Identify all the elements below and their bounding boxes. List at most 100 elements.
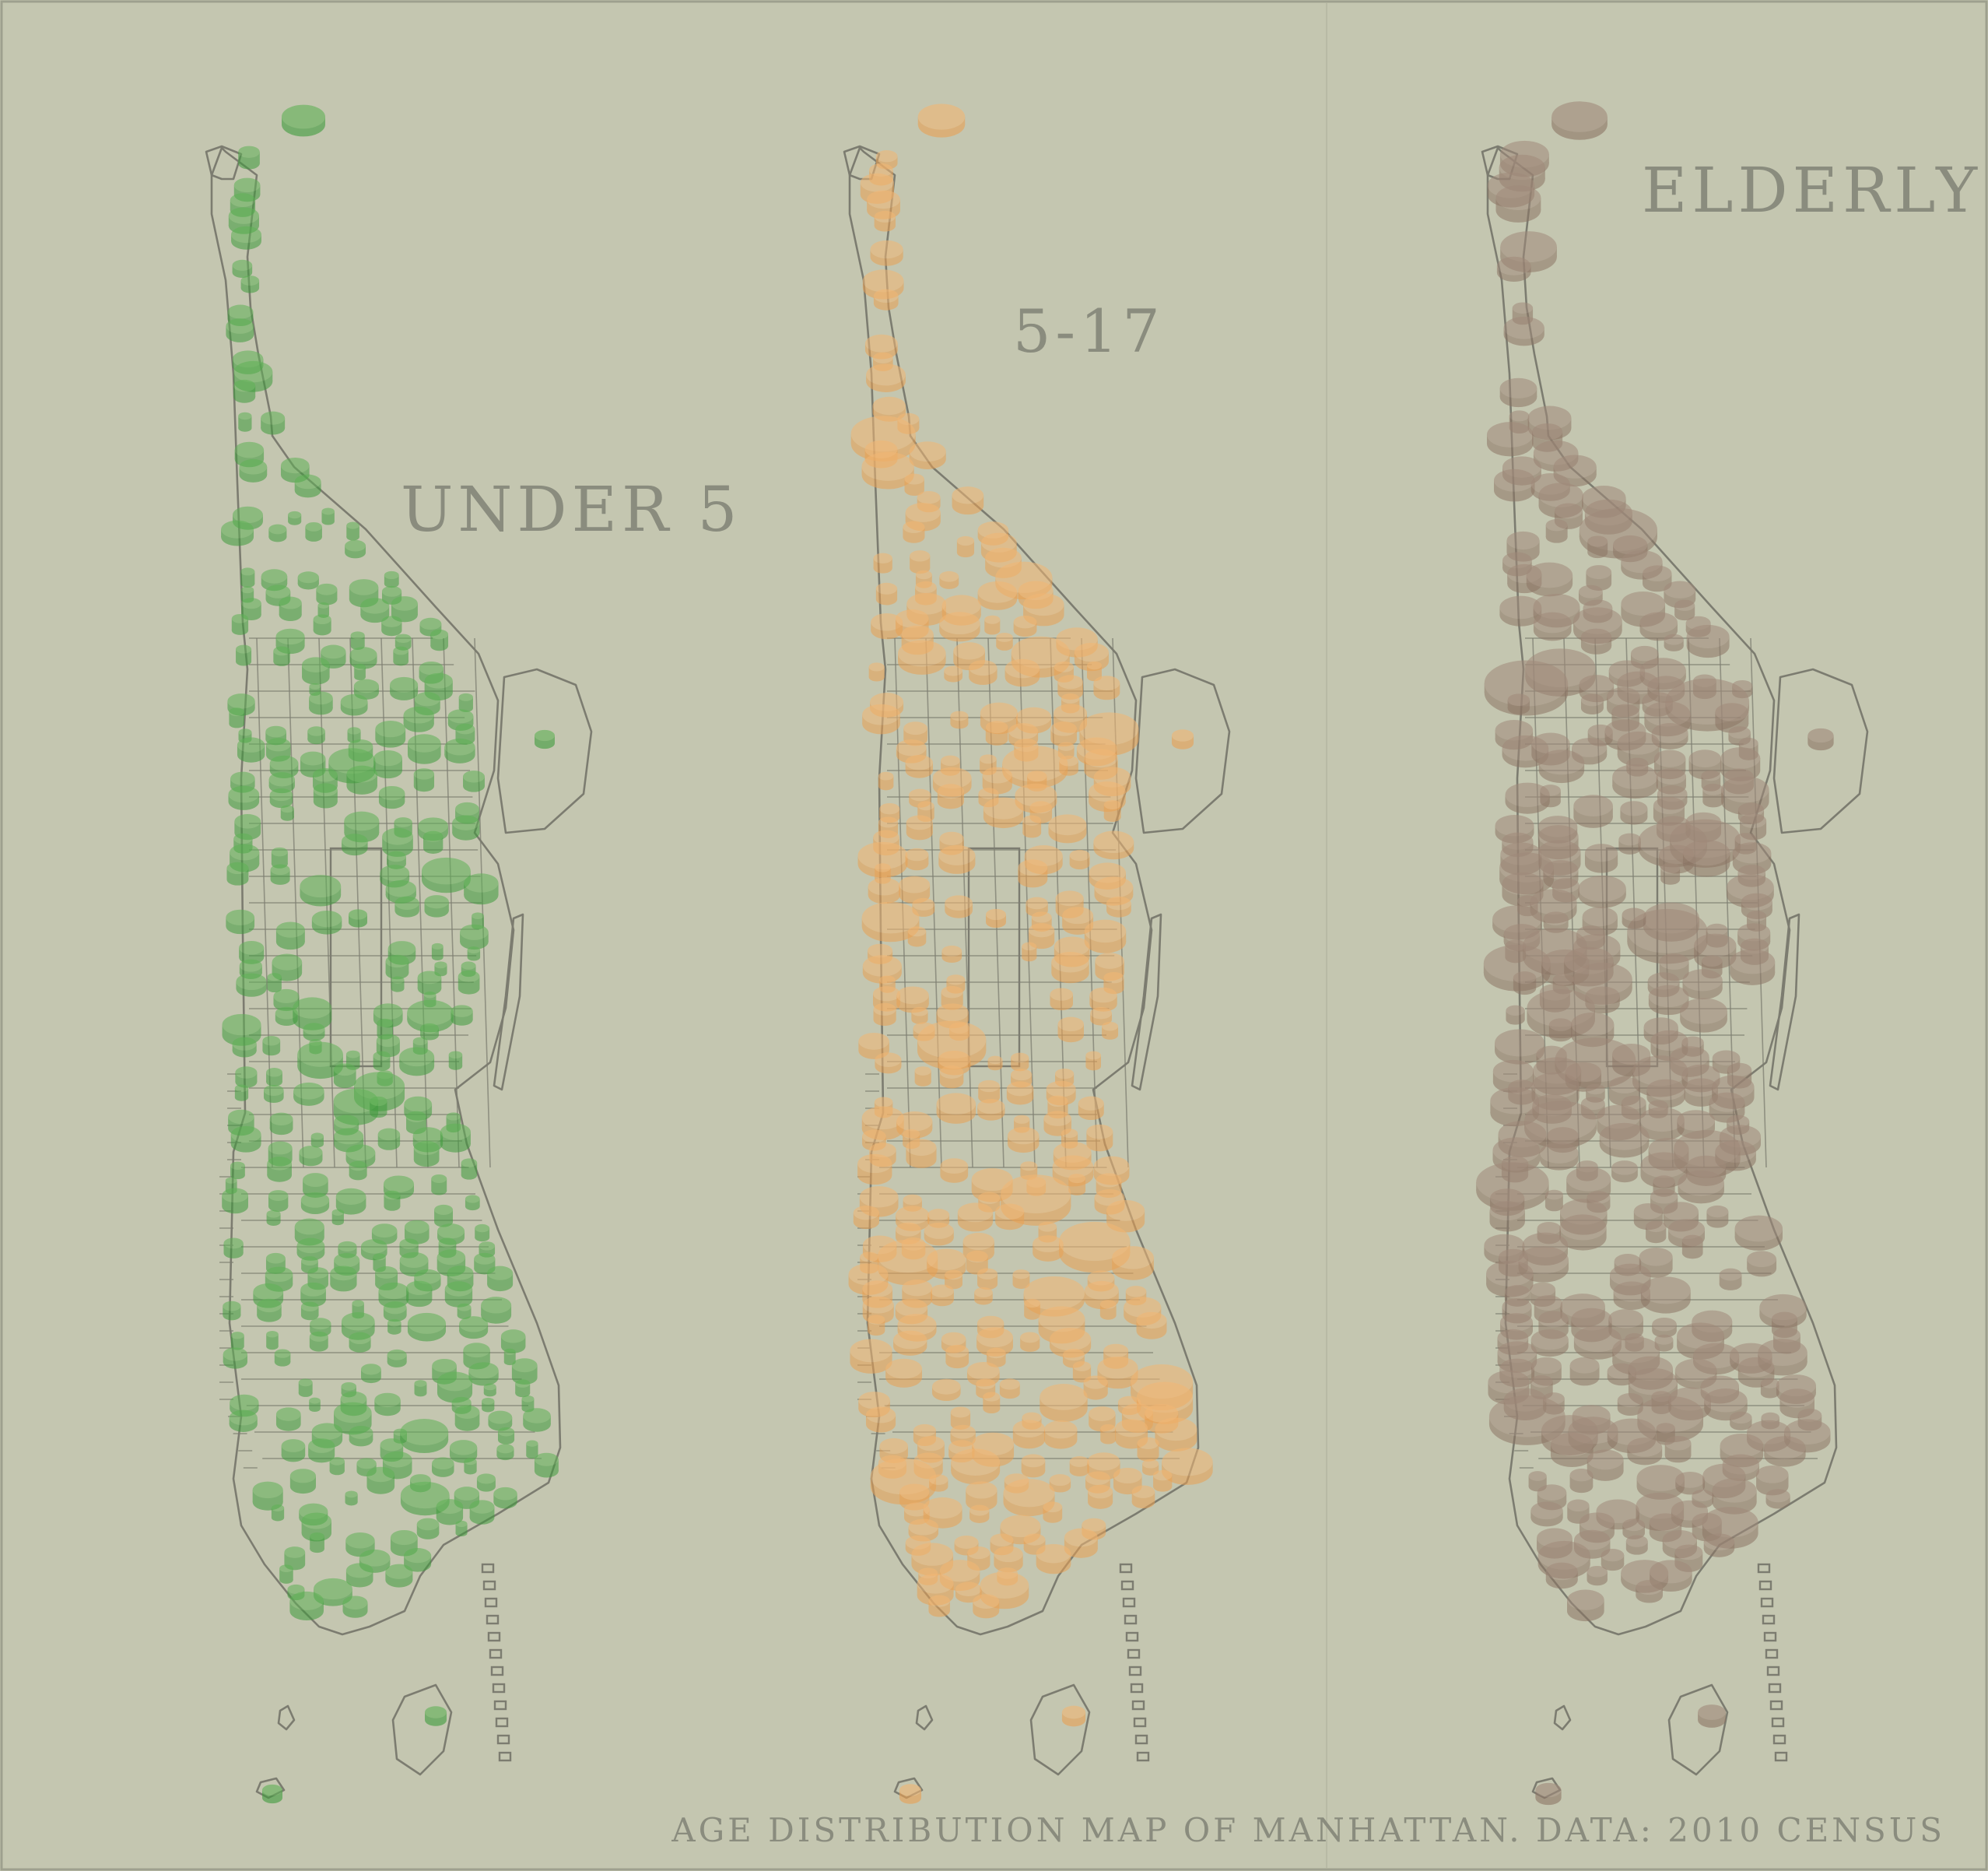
population-marker	[1112, 1246, 1154, 1280]
population-marker	[226, 862, 249, 886]
population-marker	[1171, 729, 1194, 749]
population-marker	[376, 1034, 400, 1058]
population-marker	[896, 739, 927, 763]
population-marker	[464, 873, 499, 905]
population-marker	[404, 1220, 430, 1244]
population-marker	[875, 1052, 902, 1074]
population-marker	[987, 1055, 1003, 1071]
population-marker	[1069, 1456, 1089, 1476]
population-marker	[1021, 1454, 1046, 1478]
population-marker	[406, 1280, 433, 1308]
population-marker	[448, 1051, 463, 1070]
population-marker	[931, 1284, 954, 1307]
population-marker	[354, 663, 366, 681]
population-marker	[910, 550, 931, 574]
population-marker	[307, 726, 325, 745]
population-marker	[270, 864, 290, 885]
population-marker	[238, 412, 252, 432]
population-marker	[1664, 634, 1684, 651]
population-marker	[893, 1330, 927, 1356]
population-marker	[511, 1358, 538, 1385]
population-marker	[279, 596, 302, 621]
population-marker	[1083, 1375, 1108, 1400]
population-marker	[1682, 840, 1730, 877]
population-marker	[231, 226, 261, 250]
population-marker	[1682, 969, 1723, 1000]
population-marker	[279, 1564, 293, 1584]
population-marker	[1153, 1469, 1173, 1492]
population-marker	[938, 844, 976, 874]
population-marker	[378, 785, 405, 809]
population-marker	[1550, 1432, 1594, 1468]
population-marker	[407, 999, 454, 1033]
population-marker	[266, 1209, 281, 1226]
population-marker	[1636, 1465, 1685, 1500]
population-marker	[1544, 1189, 1563, 1212]
population-marker	[953, 642, 985, 671]
population-marker	[1765, 1489, 1790, 1509]
population-marker	[329, 1457, 345, 1476]
population-marker	[437, 1371, 473, 1403]
population-marker	[945, 895, 973, 918]
population-marker	[273, 646, 290, 666]
population-marker	[917, 1573, 954, 1606]
population-marker	[346, 521, 359, 541]
population-marker	[1530, 1329, 1569, 1357]
population-marker	[299, 1146, 323, 1167]
population-marker	[226, 318, 254, 342]
population-marker	[289, 1469, 316, 1494]
population-marker	[1540, 785, 1561, 808]
population-marker	[1102, 1021, 1119, 1040]
population-marker	[1620, 801, 1648, 825]
population-marker	[1489, 1201, 1525, 1232]
population-marker	[896, 986, 929, 1013]
population-marker	[1545, 1562, 1578, 1589]
population-marker	[464, 1458, 477, 1475]
population-marker	[310, 1132, 324, 1148]
population-marker	[288, 511, 302, 525]
population-marker	[236, 973, 267, 997]
population-marker	[300, 1192, 330, 1214]
population-marker	[459, 1316, 489, 1339]
population-marker	[1734, 1215, 1783, 1251]
population-marker	[1499, 377, 1537, 408]
population-marker	[1764, 1436, 1806, 1467]
population-marker	[899, 1784, 922, 1804]
population-marker	[861, 451, 914, 490]
population-marker	[309, 691, 333, 715]
population-marker	[939, 570, 959, 589]
population-marker	[1704, 1388, 1748, 1421]
population-marker	[1023, 1533, 1046, 1555]
population-marker	[966, 1250, 988, 1275]
population-marker	[309, 1397, 321, 1412]
population-marker	[373, 1051, 391, 1071]
population-marker	[1587, 1565, 1608, 1586]
population-marker	[414, 1380, 427, 1397]
population-marker	[1584, 844, 1618, 873]
population-marker	[465, 1195, 480, 1211]
population-marker	[1024, 1298, 1040, 1320]
population-marker	[1054, 704, 1088, 733]
population-marker	[497, 1427, 515, 1444]
population-marker	[257, 1298, 282, 1322]
population-marker	[400, 1419, 449, 1454]
population-marker	[308, 1438, 335, 1463]
population-marker	[1162, 1448, 1213, 1486]
population-marker	[867, 1315, 885, 1336]
population-marker	[425, 1706, 447, 1726]
population-marker	[476, 1473, 496, 1492]
population-marker	[305, 521, 322, 542]
population-marker	[1050, 988, 1073, 1011]
population-marker	[1569, 1357, 1600, 1386]
population-marker	[274, 1349, 291, 1367]
population-marker	[1601, 1549, 1625, 1571]
population-marker	[914, 1066, 931, 1086]
roosevelt-island-outline	[1131, 913, 1162, 1091]
population-marker	[1551, 101, 1608, 140]
population-marker	[482, 1397, 495, 1413]
population-marker	[444, 738, 475, 763]
population-marker	[1530, 1501, 1563, 1527]
population-marker	[1627, 1437, 1663, 1466]
